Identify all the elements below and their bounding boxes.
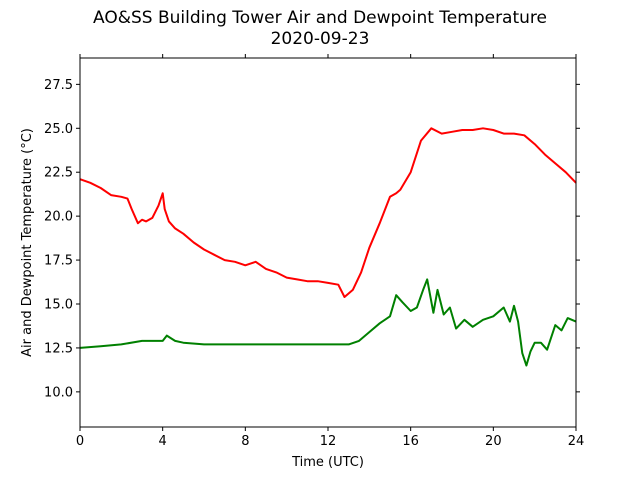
y-axis-label: Air and Dewpoint Temperature (°C): [20, 128, 35, 357]
y-tick-label: 12.5: [44, 341, 73, 356]
y-tick-label: 15.0: [44, 298, 73, 313]
series-line-2: [79, 278, 577, 367]
x-axis: 0 4 8 12 16 20 24: [76, 54, 584, 449]
y-tick-label: 20.0: [44, 210, 73, 225]
chart-subtitle: 2020-09-23: [270, 29, 370, 49]
y-tick-label: 25.0: [44, 122, 73, 137]
x-tick-label: 16: [402, 434, 419, 449]
series-line-1: [79, 127, 577, 298]
y-axis: 10.0 12.5 15.0 17.5 20.0 22.5 25.0 27.5: [44, 78, 580, 400]
y-tick-label: 10.0: [44, 385, 73, 400]
y-tick-label: 22.5: [44, 166, 73, 181]
x-tick-label: 4: [159, 434, 167, 449]
x-tick-label: 20: [485, 434, 502, 449]
series-layer: [79, 127, 577, 367]
y-tick-label: 17.5: [44, 254, 73, 269]
plot-frame: [79, 57, 577, 428]
x-tick-label: 0: [76, 434, 84, 449]
x-axis-label: Time (UTC): [291, 455, 364, 470]
x-tick-label: 24: [568, 434, 585, 449]
y-tick-label: 27.5: [44, 78, 73, 93]
x-tick-label: 8: [241, 434, 249, 449]
x-tick-label: 12: [320, 434, 337, 449]
chart-title: AO&SS Building Tower Air and Dewpoint Te…: [92, 8, 547, 28]
